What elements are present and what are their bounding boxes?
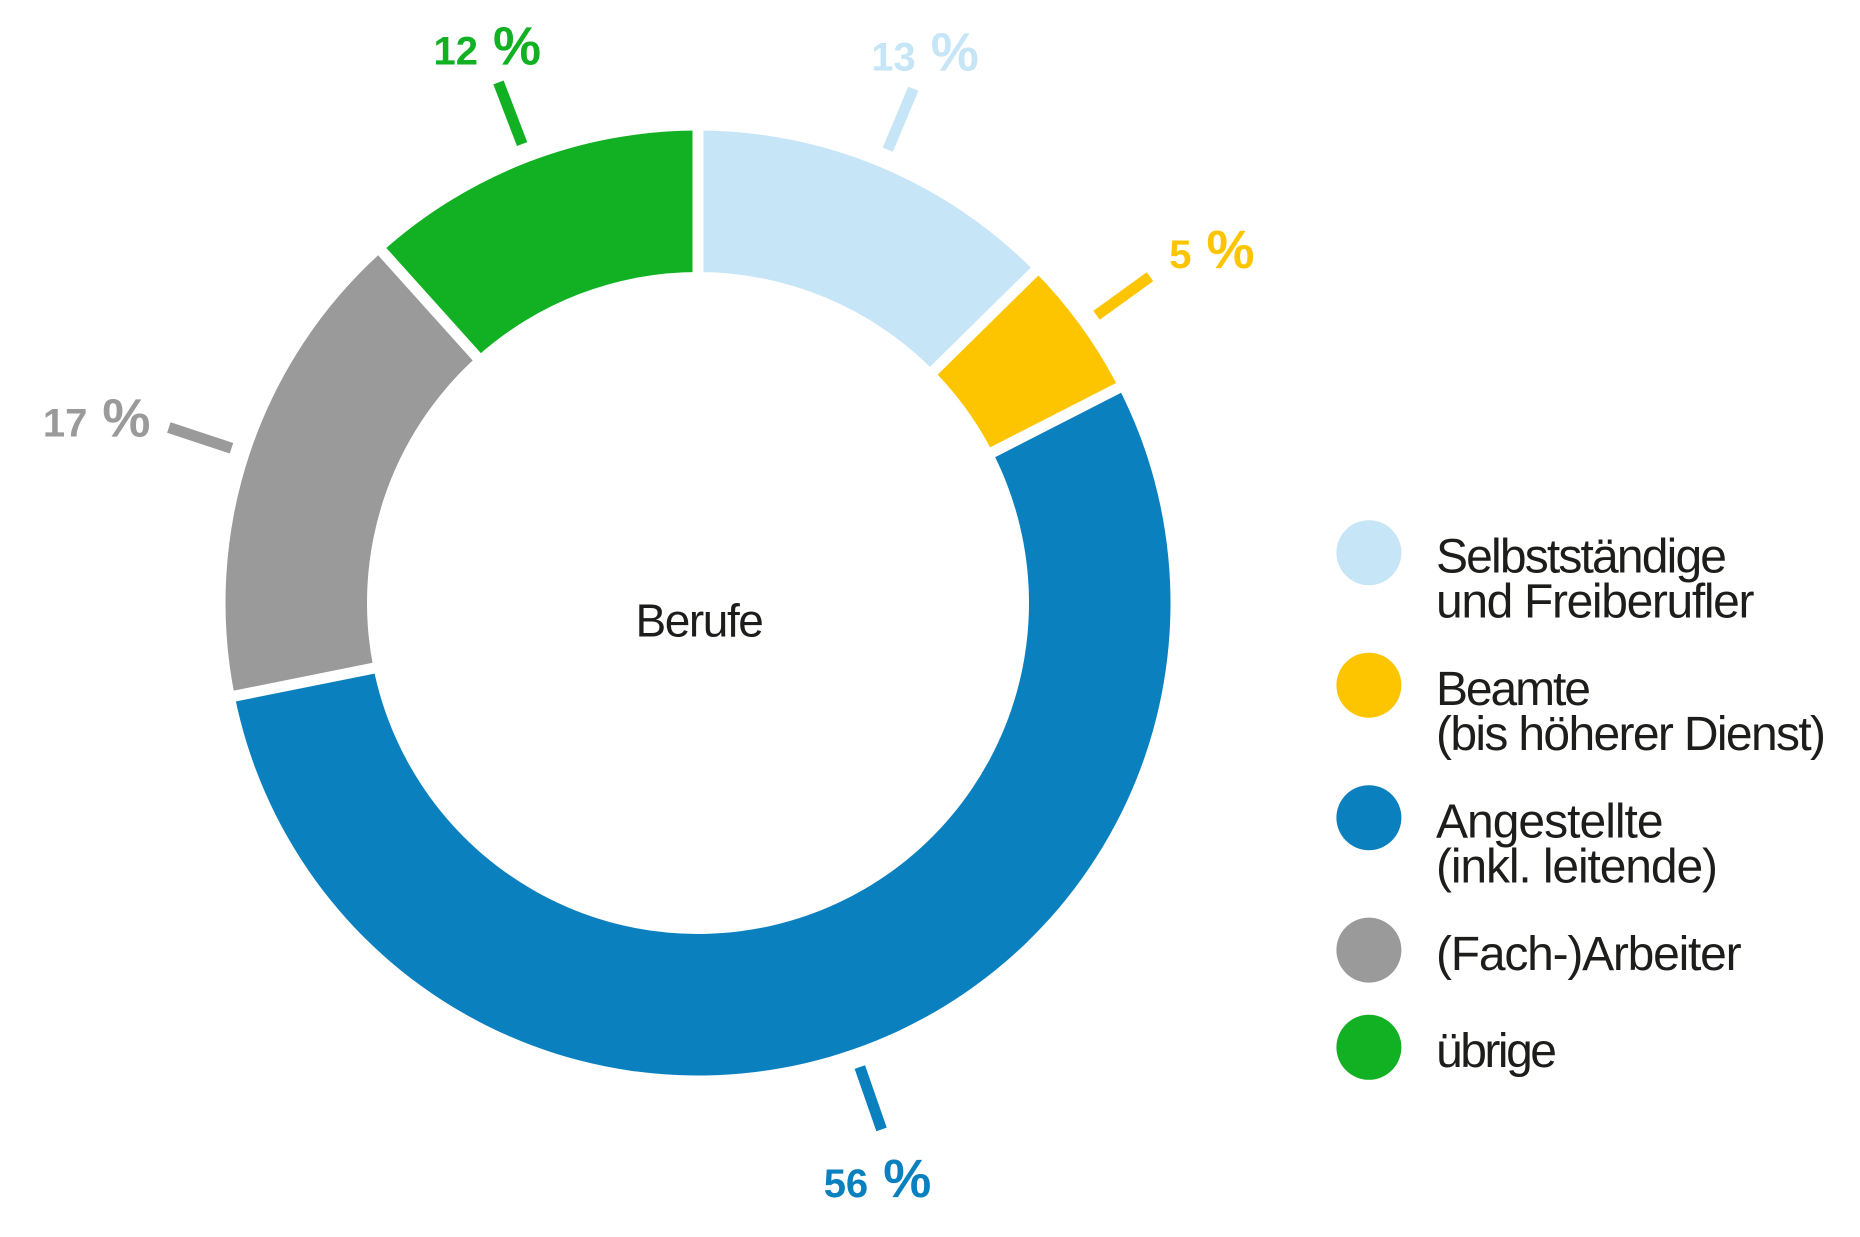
svg-text:56 %: 56 % bbox=[824, 1149, 932, 1209]
svg-text:Beamte: Beamte bbox=[1436, 663, 1591, 716]
svg-text:übrige: übrige bbox=[1436, 1025, 1557, 1078]
svg-text:Berufe: Berufe bbox=[636, 595, 764, 647]
svg-text:Angestellte: Angestellte bbox=[1436, 795, 1664, 848]
svg-text:5 %: 5 % bbox=[1169, 220, 1254, 280]
svg-text:und Freiberufler: und Freiberufler bbox=[1436, 576, 1755, 629]
svg-text:(inkl. leitende): (inkl. leitende) bbox=[1436, 841, 1718, 894]
svg-text:Selbstständige: Selbstständige bbox=[1436, 530, 1727, 583]
svg-text:(Fach-)Arbeiter: (Fach-)Arbeiter bbox=[1436, 928, 1742, 981]
svg-text:(bis höherer Dienst): (bis höherer Dienst) bbox=[1436, 708, 1826, 761]
